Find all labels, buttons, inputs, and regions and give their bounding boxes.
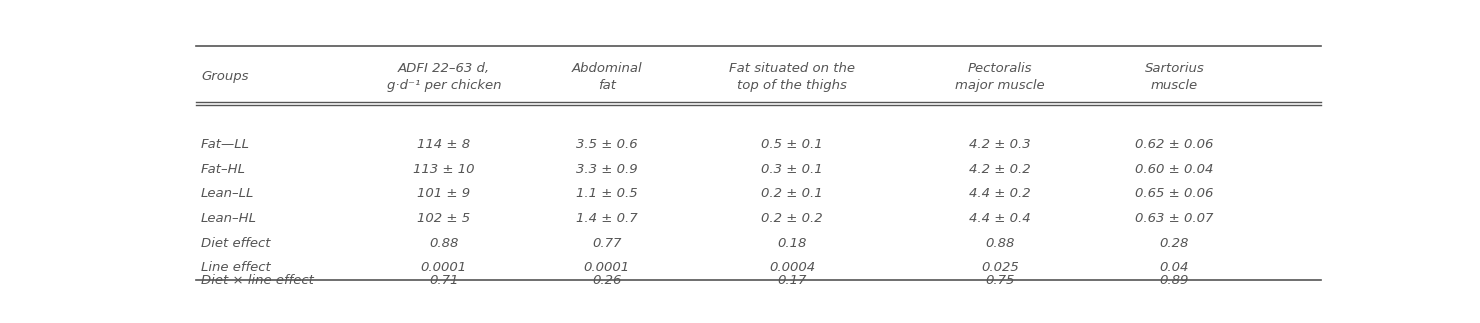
Text: 0.77: 0.77 [592,236,622,250]
Text: 0.65 ± 0.06: 0.65 ± 0.06 [1135,187,1214,200]
Text: 102 ± 5: 102 ± 5 [417,212,471,225]
Text: 1.1 ± 0.5: 1.1 ± 0.5 [576,187,638,200]
Text: 0.71: 0.71 [429,274,459,287]
Text: 0.63 ± 0.07: 0.63 ± 0.07 [1135,212,1214,225]
Text: 0.0001: 0.0001 [583,261,630,274]
Text: 4.2 ± 0.2: 4.2 ± 0.2 [969,163,1032,176]
Text: Diet effect: Diet effect [201,236,271,250]
Text: 0.28: 0.28 [1160,236,1188,250]
Text: 1.4 ± 0.7: 1.4 ± 0.7 [576,212,638,225]
Text: 0.5 ± 0.1: 0.5 ± 0.1 [761,138,823,151]
Text: 101 ± 9: 101 ± 9 [417,187,471,200]
Text: Line effect: Line effect [201,261,271,274]
Text: Groups: Groups [201,70,249,83]
Text: 0.2 ± 0.2: 0.2 ± 0.2 [761,212,823,225]
Text: 0.75: 0.75 [986,274,1015,287]
Text: ADFI 22–63 d,
g·d⁻¹ per chicken: ADFI 22–63 d, g·d⁻¹ per chicken [386,62,502,92]
Text: Fat situated on the
top of the thighs: Fat situated on the top of the thighs [730,62,855,92]
Text: 4.4 ± 0.2: 4.4 ± 0.2 [969,187,1032,200]
Text: 0.88: 0.88 [429,236,459,250]
Text: 0.60 ± 0.04: 0.60 ± 0.04 [1135,163,1214,176]
Text: 3.3 ± 0.9: 3.3 ± 0.9 [576,163,638,176]
Text: 114 ± 8: 114 ± 8 [417,138,471,151]
Text: Lean–HL: Lean–HL [201,212,258,225]
Text: 0.17: 0.17 [777,274,807,287]
Text: 0.88: 0.88 [986,236,1015,250]
Text: Diet × line effect: Diet × line effect [201,274,314,287]
Text: 0.26: 0.26 [592,274,622,287]
Text: Sartorius
muscle: Sartorius muscle [1144,62,1205,92]
Text: 0.89: 0.89 [1160,274,1188,287]
Text: 0.62 ± 0.06: 0.62 ± 0.06 [1135,138,1214,151]
Text: 0.2 ± 0.1: 0.2 ± 0.1 [761,187,823,200]
Text: 113 ± 10: 113 ± 10 [413,163,475,176]
Text: 0.3 ± 0.1: 0.3 ± 0.1 [761,163,823,176]
Text: Fat—LL: Fat—LL [201,138,250,151]
Text: 0.04: 0.04 [1160,261,1188,274]
Text: 0.18: 0.18 [777,236,807,250]
Text: Fat–HL: Fat–HL [201,163,246,176]
Text: 3.5 ± 0.6: 3.5 ± 0.6 [576,138,638,151]
Text: Abdominal
fat: Abdominal fat [571,62,642,92]
Text: Pectoralis
major muscle: Pectoralis major muscle [956,62,1045,92]
Text: Lean–LL: Lean–LL [201,187,255,200]
Text: 4.4 ± 0.4: 4.4 ± 0.4 [969,212,1032,225]
Text: 4.2 ± 0.3: 4.2 ± 0.3 [969,138,1032,151]
Text: 0.0004: 0.0004 [770,261,815,274]
Text: 0.025: 0.025 [981,261,1020,274]
Text: 0.0001: 0.0001 [420,261,466,274]
